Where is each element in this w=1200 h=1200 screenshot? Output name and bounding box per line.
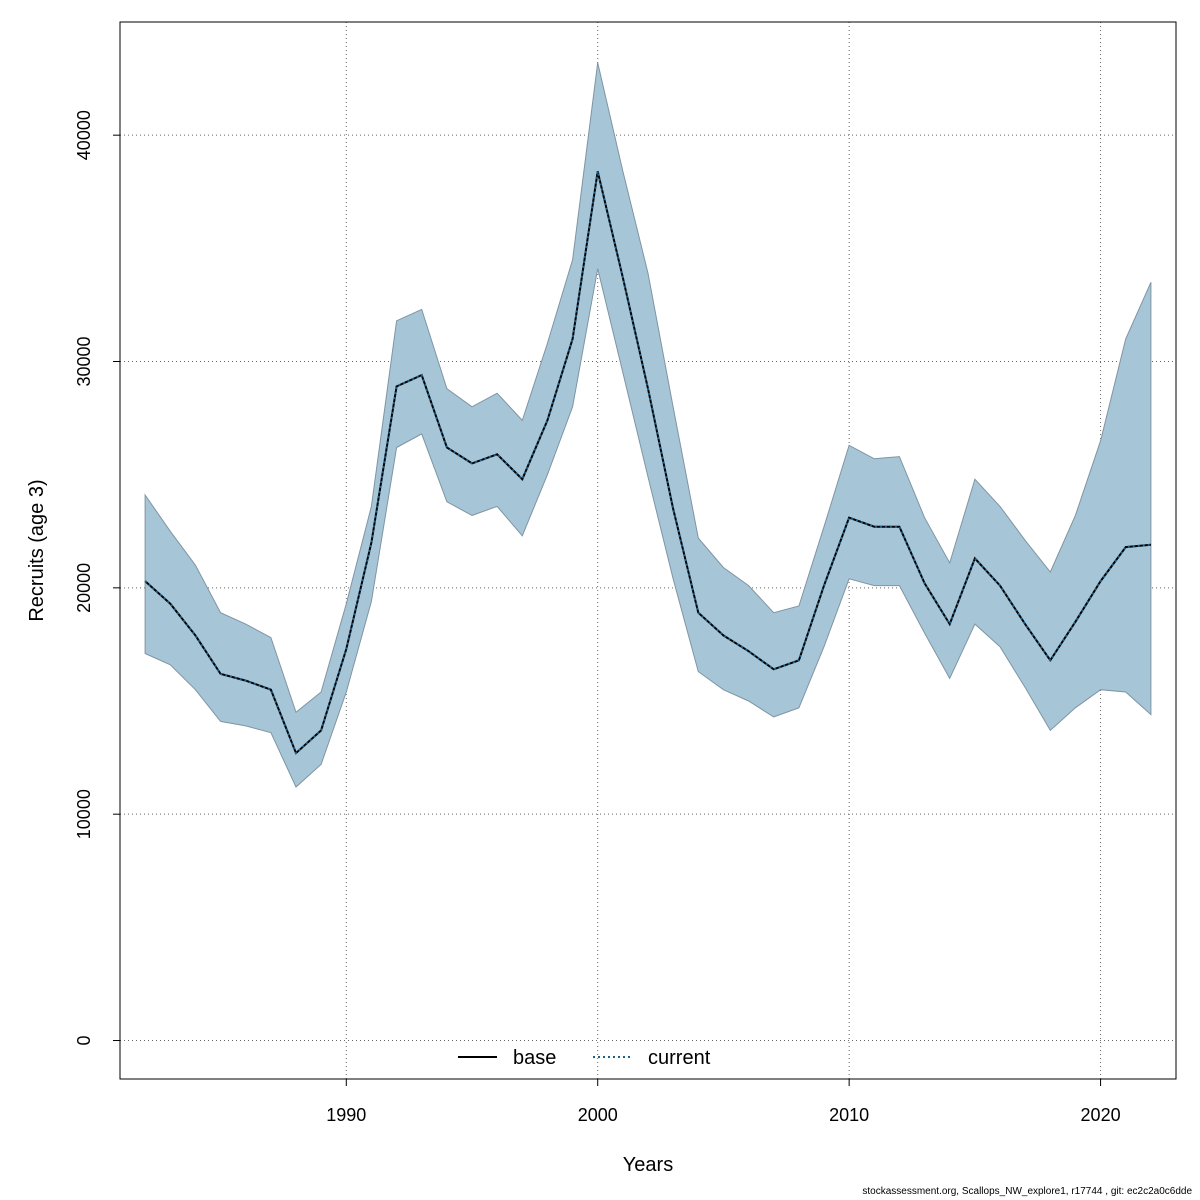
x-tick-label-2020: 2020 bbox=[1081, 1105, 1121, 1125]
x-axis-title: Years bbox=[623, 1154, 673, 1176]
y-tick-label-30000: 30000 bbox=[74, 336, 94, 386]
y-tick-label-10000: 10000 bbox=[74, 789, 94, 839]
x-tick-label-2010: 2010 bbox=[829, 1105, 869, 1125]
footer-caption: stockassessment.org, Scallops_NW_explore… bbox=[862, 1186, 1192, 1197]
x-tick-label-2000: 2000 bbox=[578, 1105, 618, 1125]
y-axis-title: Recruits (age 3) bbox=[26, 479, 48, 621]
x-axis: 1990 2000 2010 2020 bbox=[326, 1079, 1121, 1125]
series-line-current bbox=[144, 171, 1151, 755]
legend: base current bbox=[458, 1047, 711, 1069]
confidence-band bbox=[144, 62, 1152, 788]
legend-label-current: current bbox=[648, 1047, 711, 1069]
x-tick-label-1990: 1990 bbox=[326, 1105, 366, 1125]
y-tick-label-0: 0 bbox=[74, 1036, 94, 1046]
plot-frame bbox=[119, 21, 1177, 1080]
y-tick-label-40000: 40000 bbox=[74, 110, 94, 160]
y-axis: 0 10000 20000 30000 40000 bbox=[74, 110, 120, 1046]
y-tick-label-20000: 20000 bbox=[74, 563, 94, 613]
legend-label-base: base bbox=[513, 1047, 556, 1069]
